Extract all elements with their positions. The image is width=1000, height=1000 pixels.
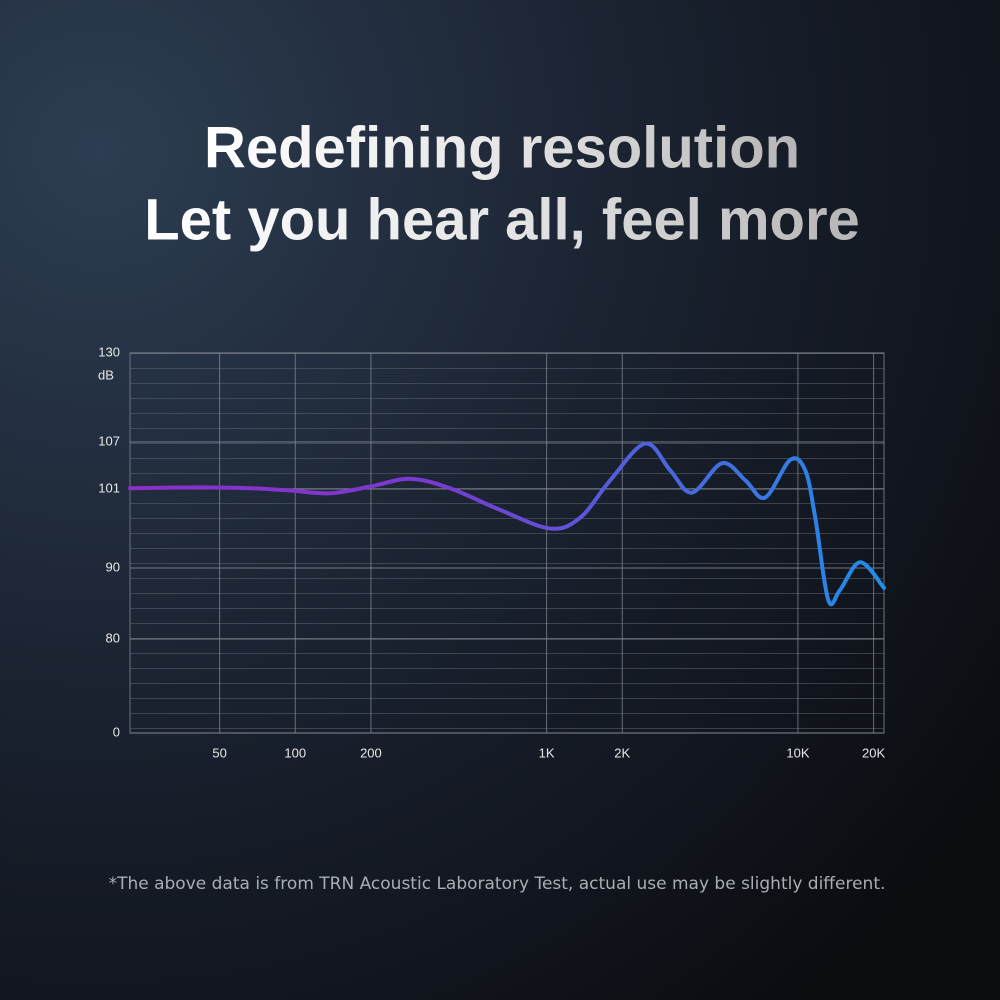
- title-line: Redefining resolution: [204, 115, 800, 180]
- title-line: Let you hear all, feel more: [144, 187, 860, 252]
- y-tick-label: 80: [106, 630, 120, 645]
- x-tick-label: 200: [360, 745, 382, 760]
- y-tick-label: 107: [98, 433, 120, 448]
- x-tick-label: 2K: [614, 745, 630, 760]
- y-tick-label: 0: [113, 724, 120, 739]
- plot-texture: [130, 353, 884, 733]
- x-tick-label: 1K: [539, 745, 555, 760]
- x-tick-label: 20K: [862, 745, 885, 760]
- response-curve: [128, 441, 886, 607]
- y-tick-label: 101: [98, 480, 120, 495]
- x-tick-label: 50: [212, 745, 226, 760]
- y-axis-label: dB: [98, 367, 114, 382]
- y-tick-label: 90: [106, 559, 120, 574]
- x-tick-label: 100: [284, 745, 306, 760]
- y-tick-label: 130: [98, 344, 120, 359]
- x-tick-label: 10K: [786, 745, 809, 760]
- footnote: *The above data is from TRN Acoustic Lab…: [109, 874, 886, 894]
